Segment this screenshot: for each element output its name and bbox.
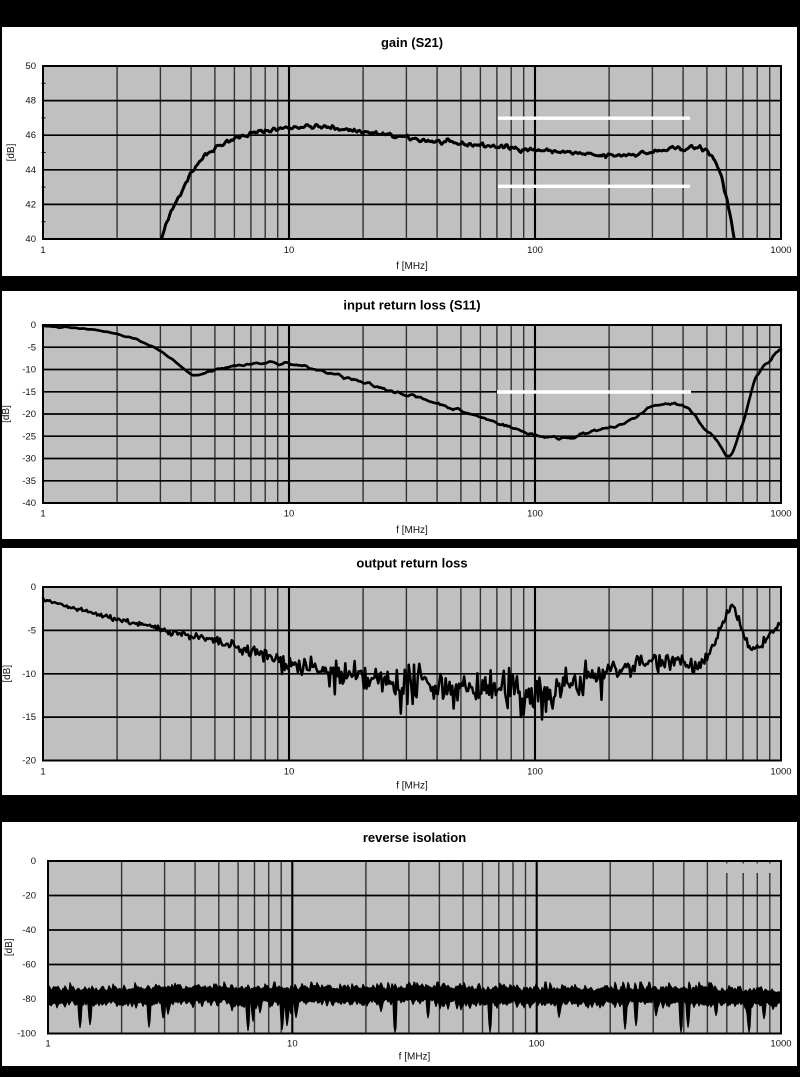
svg-text:10: 10 [284,767,295,778]
svg-text:-30: -30 [22,454,36,465]
svg-text:-10: -10 [22,669,36,680]
svg-text:10: 10 [284,245,295,256]
svg-text:10: 10 [284,508,295,519]
svg-text:input return loss (S11): input return loss (S11) [343,298,480,313]
svg-text:0: 0 [31,582,36,593]
svg-text:46: 46 [25,130,36,141]
svg-text:-20: -20 [22,756,36,767]
svg-text:f [MHz]: f [MHz] [396,525,428,536]
svg-text:100: 100 [527,508,543,519]
svg-text:f [MHz]: f [MHz] [396,261,428,272]
svg-text:output return loss: output return loss [356,556,467,571]
svg-text:-25: -25 [22,431,36,442]
svg-text:48: 48 [25,96,36,107]
svg-text:1000: 1000 [770,767,791,778]
svg-text:-15: -15 [22,387,36,398]
svg-text:50: 50 [25,61,36,72]
svg-text:f [MHz]: f [MHz] [396,781,428,792]
svg-text:44: 44 [25,165,36,176]
svg-text:-20: -20 [22,891,36,902]
svg-text:-35: -35 [22,476,36,487]
svg-text:-5: -5 [28,342,36,353]
svg-text:10: 10 [287,1039,298,1050]
svg-text:[dB]: [dB] [4,938,15,956]
svg-text:-20: -20 [22,409,36,420]
svg-text:1: 1 [40,508,45,519]
svg-text:gain (S21): gain (S21) [381,35,443,50]
svg-text:1000: 1000 [770,1039,791,1050]
svg-text:42: 42 [25,199,36,210]
svg-text:0: 0 [31,320,36,331]
svg-text:-15: -15 [22,712,36,723]
svg-text:-40: -40 [22,925,36,936]
svg-text:100: 100 [527,245,543,256]
svg-text:0: 0 [31,856,36,867]
svg-text:1: 1 [45,1039,50,1050]
svg-text:-5: -5 [28,625,36,636]
svg-text:-60: -60 [22,960,36,971]
svg-text:40: 40 [25,234,36,245]
svg-text:100: 100 [527,767,543,778]
svg-text:[dB]: [dB] [2,665,13,683]
svg-text:1000: 1000 [770,508,791,519]
svg-text:f [MHz]: f [MHz] [399,1052,431,1063]
svg-text:1: 1 [40,245,45,256]
svg-text:-10: -10 [22,365,36,376]
svg-text:1000: 1000 [770,245,791,256]
svg-text:reverse isolation: reverse isolation [363,830,466,845]
svg-text:-40: -40 [22,498,36,509]
svg-text:100: 100 [529,1039,545,1050]
svg-text:[dB]: [dB] [6,143,17,161]
svg-text:-100: -100 [17,1029,36,1040]
svg-text:[dB]: [dB] [1,405,12,423]
svg-text:-80: -80 [22,994,36,1005]
svg-text:1: 1 [40,767,45,778]
